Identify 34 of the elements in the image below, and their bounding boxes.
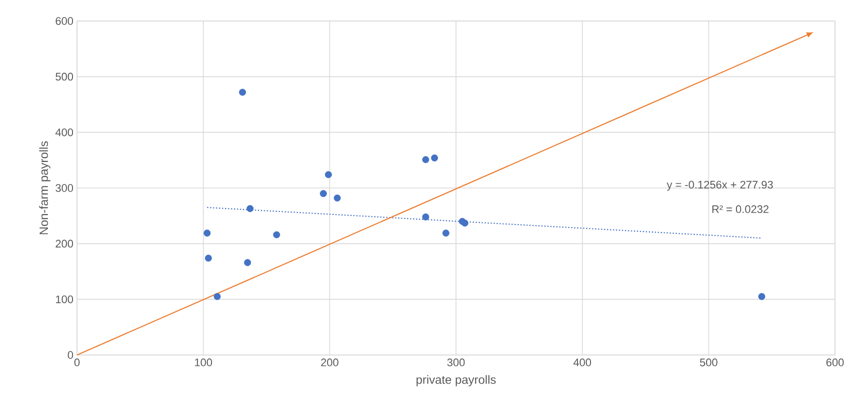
point	[214, 293, 221, 300]
y-tick-label: 200	[56, 240, 74, 248]
y-tick-label: 0	[68, 351, 74, 359]
point	[758, 293, 766, 300]
annotation: R² = 0.0232	[712, 205, 768, 214]
y-tick-label: 600	[56, 17, 74, 25]
point	[422, 213, 430, 220]
y-tick-label: 400	[55, 128, 74, 136]
point	[320, 190, 327, 198]
x-tick-label: 400	[573, 358, 592, 366]
x-tick-label: 300	[447, 358, 465, 366]
point	[422, 156, 430, 164]
point	[431, 154, 438, 162]
x-tick-label: 0	[74, 358, 80, 366]
x-axis-title: private payrolls	[416, 375, 496, 386]
point	[461, 220, 468, 227]
y-tick-label: 100	[56, 295, 74, 304]
x-tick-label: 600	[826, 358, 844, 366]
y-tick-label: 300	[56, 184, 74, 192]
point	[204, 254, 212, 262]
point	[239, 88, 246, 96]
point	[334, 194, 341, 202]
point	[204, 230, 211, 237]
annotation: y = -0.1256x + 277.93	[666, 180, 773, 191]
x-tick-label: 200	[321, 358, 338, 366]
y-tick-label: 500	[56, 72, 74, 81]
point	[442, 230, 450, 237]
point	[324, 171, 332, 178]
x-tick-label: 500	[700, 358, 718, 366]
y-axis-title: Non-farm payrolls	[39, 141, 50, 234]
x-tick-label: 100	[195, 358, 212, 366]
point	[246, 205, 254, 212]
point	[244, 259, 252, 266]
point	[273, 231, 280, 238]
